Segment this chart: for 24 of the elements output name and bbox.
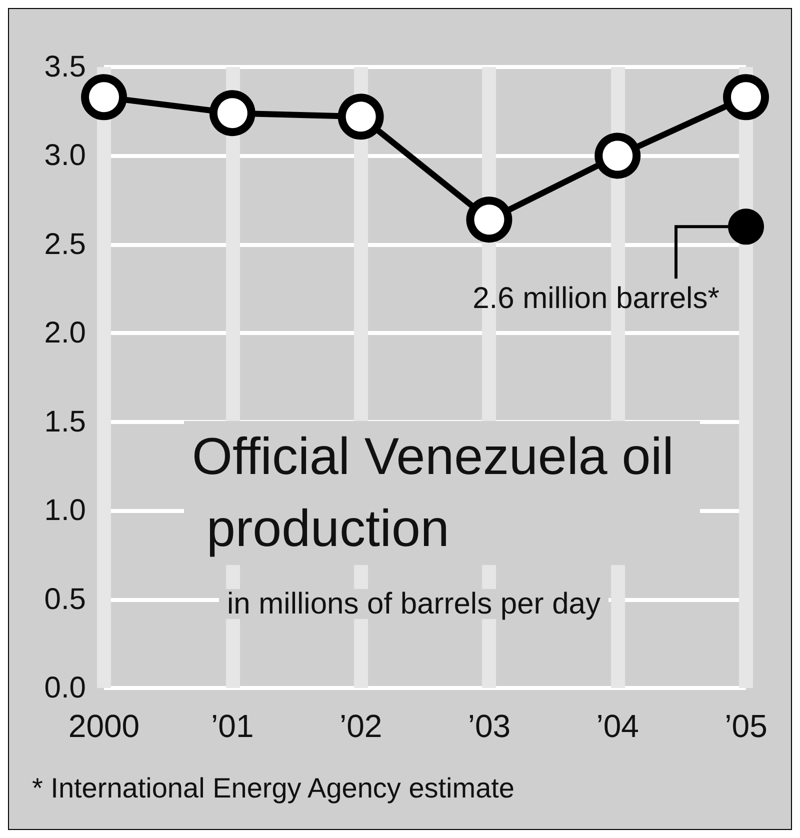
point <box>209 90 256 136</box>
x-tick-label: ’05 <box>724 708 768 744</box>
y-tick-label: 1.0 <box>44 494 86 528</box>
y-tick-label: 1.5 <box>44 405 86 438</box>
y-tick-label: 3.5 <box>44 50 86 84</box>
y-tick-label: 2.0 <box>44 316 86 350</box>
annotation: 2.6 million barrels* <box>472 282 720 316</box>
y-tick-label: 3.0 <box>44 139 86 172</box>
y-tick-label: 2.5 <box>44 228 86 261</box>
text: * International Energy Agency estimate <box>32 772 515 804</box>
x-tick-label: 2000 <box>68 708 140 744</box>
y-tick-label: 0.0 <box>44 672 86 704</box>
point <box>723 74 769 120</box>
point <box>338 94 384 140</box>
point <box>728 208 764 245</box>
x-tick-label: ’04 <box>596 708 639 744</box>
y-tick-label: 0.5 <box>44 582 86 616</box>
text: Official Venezuela oil production <box>192 428 674 558</box>
x-tick-label: ’03 <box>468 708 511 744</box>
point <box>594 132 641 179</box>
text: in millions of barrels per day <box>227 588 600 620</box>
x-tick-label: ’02 <box>339 708 382 744</box>
point <box>466 196 512 243</box>
x-tick-label: ’01 <box>211 708 254 744</box>
